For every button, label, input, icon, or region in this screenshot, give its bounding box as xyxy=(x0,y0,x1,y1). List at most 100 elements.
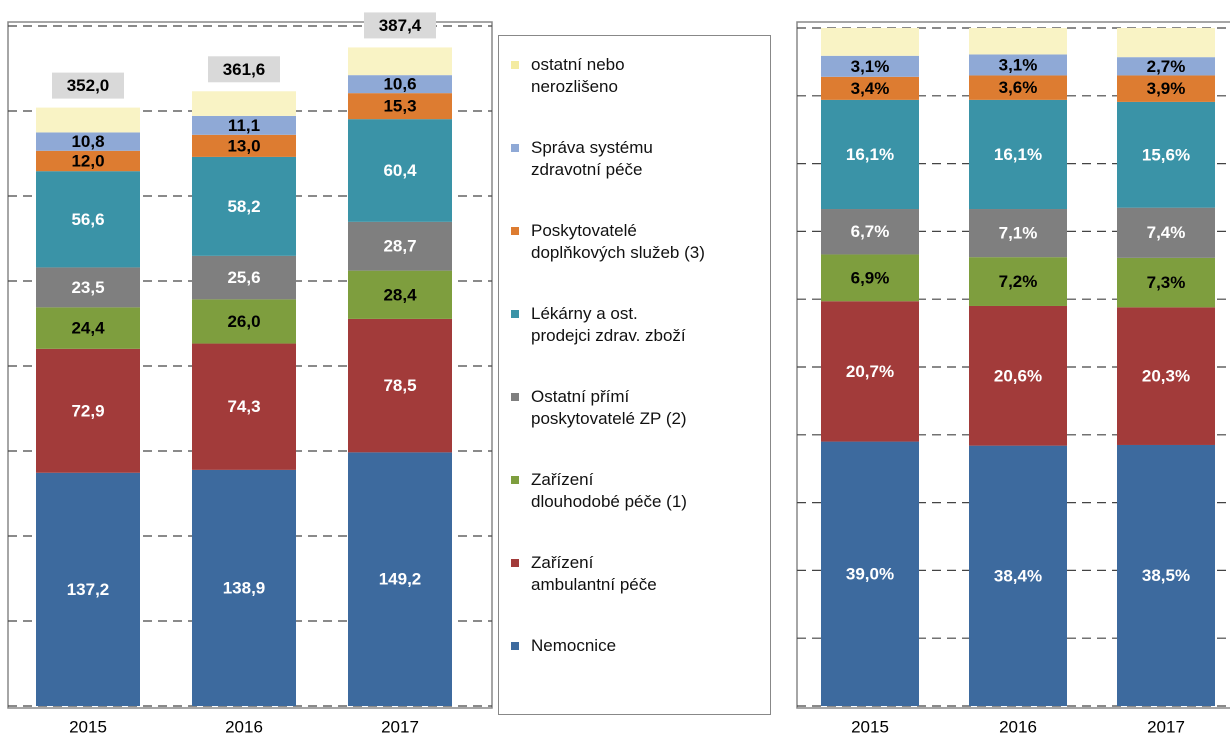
bar-segment xyxy=(192,156,296,256)
total-label: 352,0 xyxy=(67,76,110,95)
total-label: 387,4 xyxy=(379,16,422,35)
bar-segment xyxy=(348,47,452,76)
bar-segment xyxy=(821,254,919,302)
bar-segment xyxy=(36,267,140,308)
data-label: 11,1 xyxy=(228,116,260,135)
bar-segment xyxy=(821,76,919,100)
legend-label: Ostatní přímí poskytovatelé ZP (2) xyxy=(531,387,687,428)
data-label: 7,1% xyxy=(999,224,1038,243)
bar-segment xyxy=(36,171,140,268)
data-label: 58,2 xyxy=(227,197,260,216)
legend-label: Nemocnice xyxy=(531,636,617,655)
data-label: 38,4% xyxy=(994,566,1042,585)
data-label: 20,6% xyxy=(994,366,1042,385)
data-label: 20,3% xyxy=(1142,367,1190,386)
bar-segment xyxy=(192,115,296,135)
data-label: 149,2 xyxy=(379,570,422,589)
data-label: 74,3 xyxy=(227,397,260,416)
bar-segment xyxy=(192,299,296,344)
bar-segment xyxy=(348,270,452,319)
plot-frame xyxy=(796,21,1230,709)
bar-segment xyxy=(1117,307,1215,445)
bar-segment xyxy=(821,209,919,255)
x-tick-label: 2016 xyxy=(225,717,263,736)
total-box xyxy=(52,72,124,99)
bar-segment xyxy=(821,441,919,706)
data-label: 15,6% xyxy=(1142,145,1190,164)
data-label: 13,0 xyxy=(227,136,260,155)
bar-segment xyxy=(821,55,919,77)
legend-swatch xyxy=(511,559,519,567)
data-label: 25,6 xyxy=(227,268,260,287)
data-label: 26,0 xyxy=(227,312,260,331)
data-label: 3,1% xyxy=(851,57,890,76)
bar-segment xyxy=(1117,101,1215,208)
bar-segment xyxy=(969,75,1067,100)
data-label: 138,9 xyxy=(223,578,266,597)
bar-segment xyxy=(36,132,140,151)
data-label: 10,8 xyxy=(71,132,104,151)
legend-label: Poskytovatelé doplňkových služeb (3) xyxy=(531,221,705,262)
data-label: 16,1% xyxy=(846,145,894,164)
bar-segment xyxy=(36,150,140,172)
legend-swatch xyxy=(511,476,519,484)
legend-swatch xyxy=(511,61,519,69)
x-tick-label: 2017 xyxy=(381,717,419,736)
total-box xyxy=(364,12,436,39)
bar-segment xyxy=(969,445,1067,706)
data-label: 28,7 xyxy=(383,237,416,256)
bar-segment xyxy=(969,209,1067,258)
data-label: 78,5 xyxy=(383,376,416,395)
x-tick-label: 2017 xyxy=(1147,717,1185,736)
data-label: 23,5 xyxy=(71,278,104,297)
data-label: 38,5% xyxy=(1142,566,1190,585)
data-label: 7,2% xyxy=(999,272,1038,291)
legend-label: Zařízení dlouhodobé péče (1) xyxy=(531,470,687,511)
legend-label: Lékárny a ost. prodejci zdrav. zboží xyxy=(531,304,686,345)
x-tick-label: 2015 xyxy=(69,717,107,736)
bar-segment xyxy=(969,54,1067,76)
data-label: 7,3% xyxy=(1147,273,1186,292)
bar-segment xyxy=(348,318,452,453)
data-label: 28,4 xyxy=(383,285,417,304)
x-tick-label: 2016 xyxy=(999,717,1037,736)
data-label: 12,0 xyxy=(71,151,104,170)
bar-segment xyxy=(1117,207,1215,258)
legend-label: Zařízení ambulantní péče xyxy=(531,553,657,594)
legend-swatch xyxy=(511,642,519,650)
legend-swatch xyxy=(511,144,519,152)
bar-segment xyxy=(348,119,452,222)
bar-segment xyxy=(348,93,452,120)
total-label: 361,6 xyxy=(223,60,266,79)
data-label: 60,4 xyxy=(383,161,417,180)
data-label: 137,2 xyxy=(67,580,110,599)
legend: Nemocnice Zařízení ambulantní péče Zařízen… xyxy=(498,35,771,715)
data-label: 20,7% xyxy=(846,362,894,381)
bar-segment xyxy=(36,307,140,349)
bar-segment xyxy=(969,99,1067,210)
bar-segment xyxy=(192,343,296,470)
bar-segment xyxy=(969,305,1067,446)
data-label: 16,1% xyxy=(994,145,1042,164)
data-label: 10,6 xyxy=(383,75,416,94)
bar-segment xyxy=(1117,75,1215,102)
plot-frame xyxy=(7,21,493,709)
bar-segment xyxy=(1117,28,1215,58)
data-label: 72,9 xyxy=(71,401,104,420)
bar-segment xyxy=(192,134,296,157)
bar-segment xyxy=(969,257,1067,306)
legend-swatch xyxy=(511,310,519,318)
legend-swatch xyxy=(511,393,519,401)
bar-segment xyxy=(1117,444,1215,706)
bar-segment xyxy=(192,469,296,706)
bar-segment xyxy=(36,107,140,133)
legend-label: ostatní nebo nerozlišeno xyxy=(531,55,625,96)
data-label: 3,6% xyxy=(999,78,1038,97)
data-label: 6,7% xyxy=(851,222,890,241)
legend-swatch xyxy=(511,227,519,235)
legend-label: Správa systému zdravotní péče xyxy=(531,138,653,179)
bar-segment xyxy=(348,221,452,271)
bar-segment xyxy=(36,472,140,706)
data-label: 24,4 xyxy=(71,319,105,338)
